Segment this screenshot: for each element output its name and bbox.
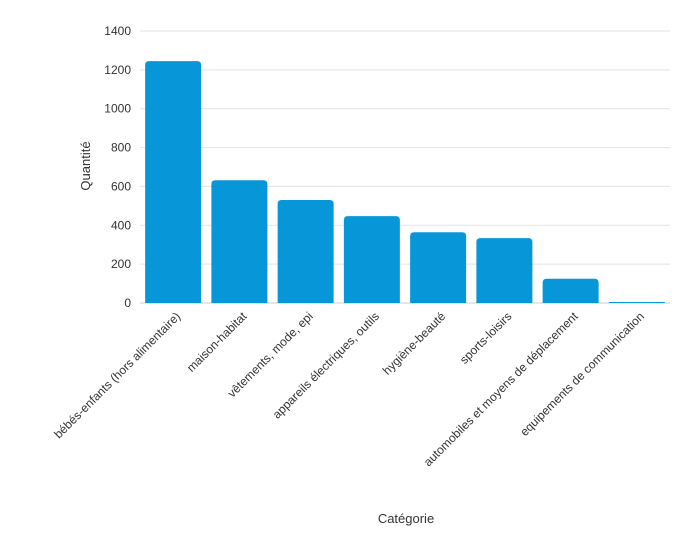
y-tick-label: 800 bbox=[111, 141, 131, 155]
bar bbox=[542, 278, 599, 303]
bar bbox=[277, 200, 334, 303]
x-axis-title: Catégorie bbox=[378, 511, 434, 526]
bar bbox=[476, 238, 533, 303]
bar bbox=[145, 61, 202, 303]
y-axis-ticks: 0 200 400 600 800 1000 1200 1400 bbox=[104, 24, 131, 310]
y-tick-label: 200 bbox=[111, 257, 131, 271]
x-tick-label: appareils électriques, outils bbox=[270, 309, 382, 421]
y-tick-label: 600 bbox=[111, 179, 131, 193]
y-axis-title: Quantité bbox=[78, 141, 93, 190]
bars bbox=[145, 61, 665, 303]
bar bbox=[608, 302, 665, 303]
y-tick-label: 1200 bbox=[104, 63, 131, 77]
y-tick-label: 0 bbox=[124, 296, 131, 310]
x-tick-label: equipements de communication bbox=[517, 309, 647, 439]
x-tick-label: bébés-enfants (hors alimentaire) bbox=[51, 309, 183, 441]
x-axis-ticks: bébés-enfants (hors alimentaire) maison-h… bbox=[51, 309, 647, 469]
x-tick-label: sports-loisirs bbox=[457, 309, 515, 367]
bar bbox=[343, 216, 400, 303]
y-tick-label: 1400 bbox=[104, 24, 131, 38]
bar bbox=[211, 180, 268, 303]
y-tick-label: 1000 bbox=[104, 102, 131, 116]
x-tick-label: maison-habitat bbox=[184, 309, 250, 375]
x-tick-label: hygiène-beauté bbox=[380, 309, 449, 378]
bar bbox=[410, 232, 467, 303]
y-tick-label: 400 bbox=[111, 218, 131, 232]
